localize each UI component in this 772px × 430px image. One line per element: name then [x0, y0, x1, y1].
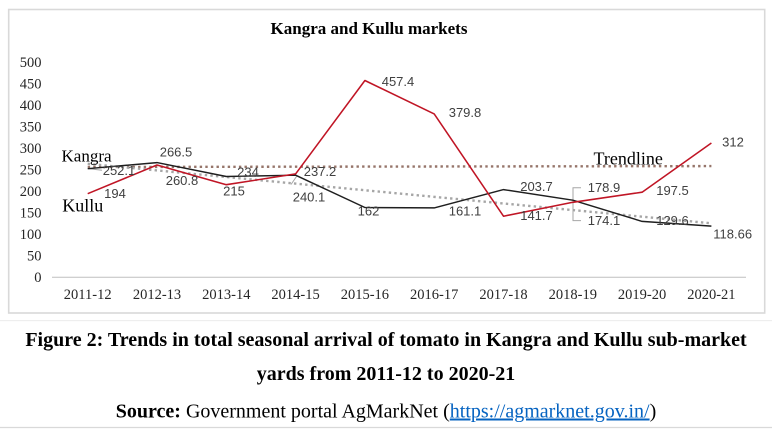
- svg-text:237.2: 237.2: [304, 164, 337, 179]
- svg-text:Kangra: Kangra: [62, 146, 112, 165]
- svg-text:162: 162: [358, 204, 380, 219]
- svg-text:2013-14: 2013-14: [202, 287, 251, 303]
- svg-text:0: 0: [34, 270, 41, 286]
- svg-text:161.1: 161.1: [449, 204, 482, 219]
- svg-text:yards from 2011-12 to 2020-21: yards from 2011-12 to 2020-21: [257, 363, 516, 385]
- svg-text:200: 200: [20, 184, 42, 200]
- svg-text:194: 194: [104, 186, 126, 201]
- svg-text:150: 150: [20, 205, 42, 221]
- svg-text:203.7: 203.7: [520, 179, 553, 194]
- svg-text:141.7: 141.7: [520, 208, 553, 223]
- svg-text:260.8: 260.8: [166, 173, 199, 188]
- svg-text:Figure 2: Trends in total seas: Figure 2: Trends in total seasonal arriv…: [25, 329, 747, 351]
- svg-text:457.4: 457.4: [382, 74, 415, 89]
- svg-text:50: 50: [27, 248, 42, 264]
- svg-text:500: 500: [20, 55, 42, 71]
- svg-text:Kangra and Kullu markets: Kangra and Kullu markets: [271, 19, 468, 38]
- svg-text:Trendline: Trendline: [594, 149, 663, 169]
- svg-text:197.5: 197.5: [656, 183, 689, 198]
- svg-text:2015-16: 2015-16: [341, 287, 389, 303]
- svg-text:129.6: 129.6: [656, 213, 689, 228]
- svg-text:100: 100: [20, 227, 42, 243]
- svg-text:450: 450: [20, 77, 42, 93]
- svg-text:312: 312: [722, 135, 744, 150]
- svg-text:178.9: 178.9: [588, 180, 621, 195]
- svg-text:2018-19: 2018-19: [549, 287, 597, 303]
- svg-text:2020-21: 2020-21: [687, 287, 735, 303]
- svg-text:2016-17: 2016-17: [410, 287, 458, 303]
- svg-text:Source: Government portal AgMa: Source: Government portal AgMarkNet (htt…: [116, 401, 656, 423]
- svg-text:379.8: 379.8: [449, 105, 482, 120]
- svg-text:266.5: 266.5: [160, 145, 193, 160]
- svg-text:234: 234: [237, 165, 259, 180]
- svg-text:2017-18: 2017-18: [479, 287, 527, 303]
- svg-text:2014-15: 2014-15: [271, 287, 319, 303]
- svg-text:118.66: 118.66: [713, 226, 752, 241]
- svg-text:400: 400: [20, 98, 42, 114]
- svg-text:215: 215: [223, 183, 245, 198]
- svg-text:2011-12: 2011-12: [64, 287, 112, 303]
- svg-text:2012-13: 2012-13: [133, 287, 181, 303]
- svg-text:250: 250: [20, 162, 42, 178]
- svg-text:Kullu: Kullu: [62, 196, 103, 216]
- svg-text:240.1: 240.1: [293, 190, 326, 205]
- svg-text:252.1: 252.1: [103, 163, 136, 178]
- svg-text:350: 350: [20, 119, 42, 135]
- svg-text:300: 300: [20, 141, 42, 157]
- svg-text:2019-20: 2019-20: [618, 287, 666, 303]
- svg-text:174.1: 174.1: [588, 213, 621, 228]
